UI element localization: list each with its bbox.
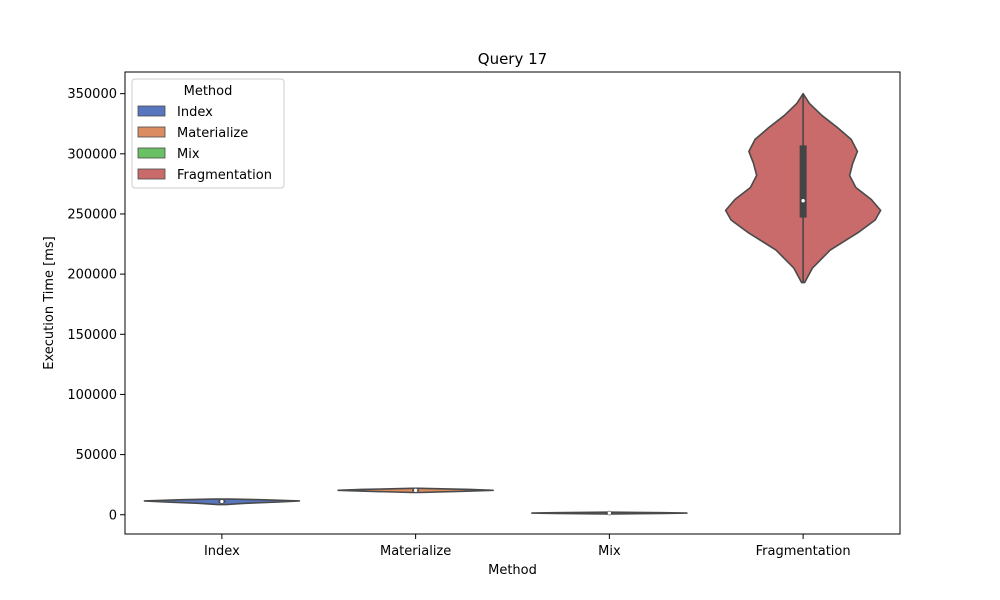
y-tick-label: 200000 bbox=[67, 268, 117, 283]
legend: Method Index Materialize Mix Fragmentation bbox=[131, 78, 285, 189]
y-axis-label: Execution Time [ms] bbox=[42, 236, 57, 369]
legend-label-materialize: Materialize bbox=[177, 126, 248, 141]
y-tick-label: 300000 bbox=[67, 147, 117, 162]
y-tick-label: 150000 bbox=[67, 328, 117, 343]
median-materialize bbox=[413, 488, 418, 493]
legend-label-index: Index bbox=[177, 105, 213, 120]
y-tick-label: 100000 bbox=[67, 388, 117, 403]
plot-frame bbox=[124, 71, 901, 535]
x-axis-label: Method bbox=[488, 563, 537, 578]
legend-swatch-mix bbox=[137, 147, 166, 159]
legend-label-fragmentation: Fragmentation bbox=[177, 168, 272, 183]
legend-entries: Index Materialize Mix Fragmentation bbox=[137, 105, 272, 183]
median-mix bbox=[607, 510, 612, 516]
chart-title: Query 17 bbox=[478, 50, 547, 68]
legend-label-mix: Mix bbox=[177, 147, 200, 162]
legend-title: Method bbox=[184, 84, 233, 99]
y-axis-ticks: 0 50000 100000 150000 200000 250000 300000 3500… bbox=[67, 87, 125, 523]
y-tick-label: 350000 bbox=[67, 87, 117, 102]
y-tick-label: 250000 bbox=[67, 207, 117, 222]
x-tick-label: Fragmentation bbox=[756, 544, 851, 559]
y-tick-label: 50000 bbox=[76, 448, 117, 463]
median-fragmentation bbox=[800, 198, 806, 204]
x-tick-label: Index bbox=[204, 544, 240, 559]
y-tick-label: 0 bbox=[109, 508, 117, 523]
legend-frame bbox=[131, 78, 285, 189]
x-tick-label: Mix bbox=[598, 544, 621, 559]
iqr-box-fragmentation bbox=[799, 145, 807, 218]
x-axis-ticks: Index Materialize Mix Fragmentation bbox=[204, 534, 851, 559]
legend-swatch-fragmentation bbox=[137, 168, 166, 180]
x-tick-label: Materialize bbox=[380, 544, 451, 559]
violins-layer bbox=[143, 92, 882, 516]
median-index bbox=[219, 499, 225, 504]
legend-swatch-materialize bbox=[137, 126, 166, 138]
legend-swatch-index bbox=[137, 105, 166, 117]
